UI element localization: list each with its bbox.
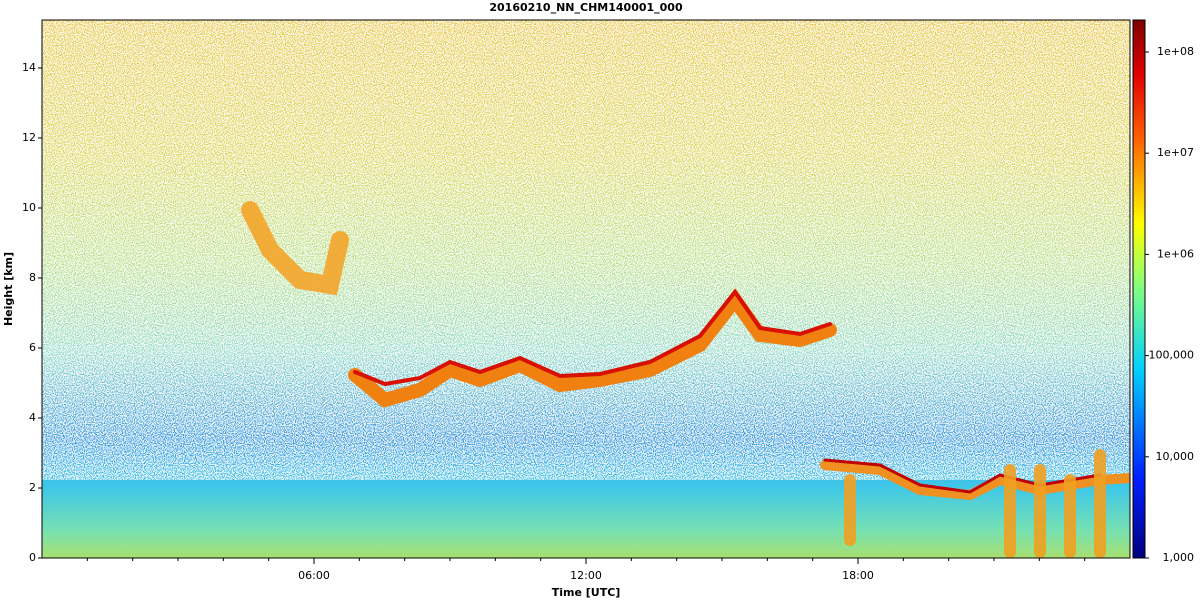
y-tick-label: 8 — [29, 271, 36, 284]
heatmap — [42, 20, 1130, 558]
colorbar-tick-label: 1e+08 — [1157, 45, 1194, 58]
colorbar-tick-label: 1e+06 — [1157, 247, 1194, 260]
x-tick-label: 06:00 — [298, 569, 330, 582]
colorbar-tick-label: 100,000 — [1149, 349, 1195, 362]
x-axis-title: Time [UTC] — [552, 586, 621, 599]
y-tick-label: 10 — [22, 201, 36, 214]
chart-title: 20160210_NN_CHM140001_000 — [489, 1, 683, 14]
colorbar-tick-label: 1,000 — [1163, 551, 1195, 564]
y-tick-label: 4 — [29, 411, 36, 424]
colorbar-tick-label: 10,000 — [1156, 450, 1195, 463]
y-tick-label: 6 — [29, 341, 36, 354]
x-tick-label: 18:00 — [842, 569, 874, 582]
y-tick-label: 0 — [29, 551, 36, 564]
x-tick-label: 12:00 — [570, 569, 602, 582]
y-axis-title: Height [km] — [2, 252, 15, 326]
y-tick-label: 14 — [22, 61, 36, 74]
colorbar-tick-label: 1e+07 — [1157, 146, 1194, 159]
y-tick-label: 12 — [22, 131, 36, 144]
y-tick-label: 2 — [29, 481, 36, 494]
colorbar — [1132, 19, 1146, 559]
